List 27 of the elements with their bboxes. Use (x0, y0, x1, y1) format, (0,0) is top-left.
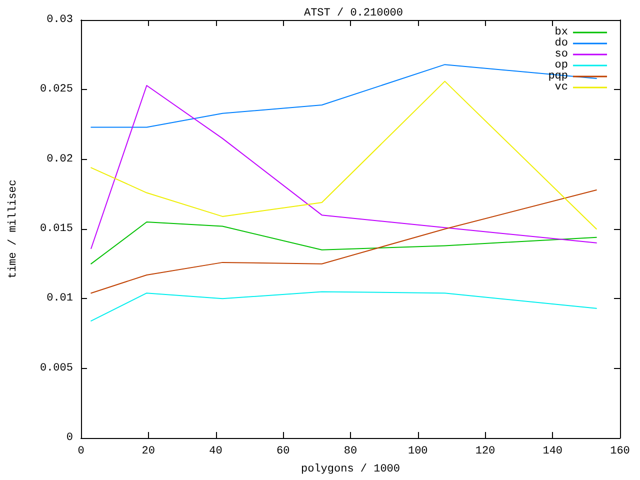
x-tick-label: 80 (344, 446, 358, 458)
line-series (90, 222, 597, 264)
y-tick-label: 0.01 (46, 292, 74, 305)
legend-label: op (554, 60, 568, 72)
y-tick-label: 0.015 (40, 223, 73, 235)
line-series (90, 291, 597, 322)
y-tick-label: 0.025 (40, 84, 73, 96)
line-series (90, 189, 597, 294)
x-tick-label: 20 (142, 446, 155, 458)
y-tick-label: 0.02 (46, 153, 73, 166)
x-tick-label: 60 (276, 446, 290, 458)
x-tick-label: 120 (475, 446, 496, 458)
y-tick-label: 0 (66, 432, 73, 444)
y-tick-label: 0.005 (40, 362, 73, 374)
x-tick-label: 40 (209, 446, 222, 458)
x-tick-label: 140 (542, 446, 563, 458)
x-tick-label: 100 (408, 446, 428, 458)
x-tick-label: 0 (78, 446, 84, 458)
y-axis-title: time / millisec (8, 179, 20, 279)
y-tick-label: 0.03 (46, 14, 73, 26)
x-axis-title: polygons / 1000 (300, 464, 400, 476)
legend-label: bx (554, 26, 568, 38)
legend-label: vc (554, 82, 568, 94)
x-tick-label: 160 (610, 446, 630, 458)
legend-label: do (554, 38, 568, 50)
chart-title: ATST / 0.210000 (304, 8, 404, 20)
legend-label: so (554, 48, 568, 60)
